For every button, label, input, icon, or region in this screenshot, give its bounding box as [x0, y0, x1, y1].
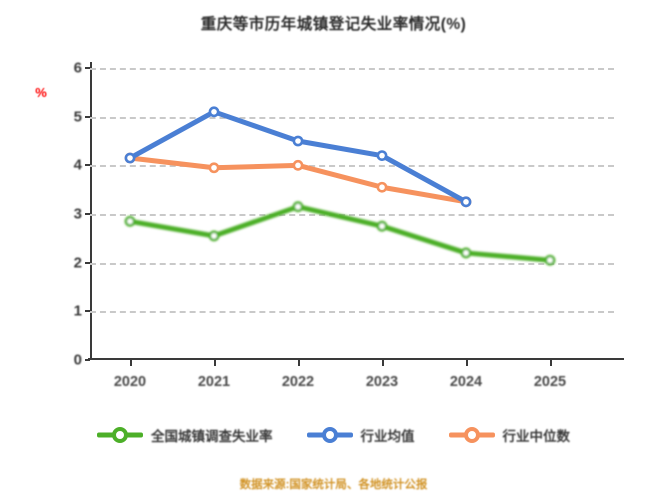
- data-point: [295, 162, 301, 169]
- x-tick-mark: [130, 360, 132, 366]
- data-point: [379, 184, 385, 191]
- series-line: [127, 204, 553, 263]
- gridline: [90, 311, 614, 314]
- y-tick-label: 1: [73, 302, 82, 320]
- legend-item-2[interactable]: 行业中位数: [448, 425, 571, 445]
- gridline: [90, 116, 614, 119]
- series-group: [124, 106, 556, 266]
- data-point: [379, 152, 385, 159]
- series-line: [127, 109, 469, 205]
- x-tick-label: 2024: [449, 374, 483, 390]
- chart-legend: 全国城镇调查失业率 行业均值 行业中位数: [0, 425, 667, 445]
- data-point: [463, 199, 469, 205]
- line-marker-icon: [448, 426, 495, 444]
- legend-label: 行业均值: [360, 429, 415, 444]
- x-tick-label: 2020: [113, 374, 147, 390]
- x-tick-mark: [298, 360, 300, 366]
- line-marker-icon: [306, 426, 353, 444]
- data-point: [211, 233, 217, 239]
- x-tick-mark: [550, 360, 552, 366]
- y-tick-label: 2: [73, 254, 82, 272]
- x-tick-mark: [382, 360, 384, 366]
- data-point: [379, 223, 385, 229]
- y-tick-label: 3: [73, 205, 82, 223]
- data-point: [211, 164, 217, 171]
- source-note: 数据来源:国家统计局、各地统计公报: [239, 479, 428, 491]
- data-point: [547, 257, 553, 264]
- line-marker-icon: [97, 426, 143, 444]
- plot-area: 0 1 2 3 4 5 6 2020 2021 2022 2023 2024 2025: [74, 60, 624, 390]
- gridline: [90, 68, 614, 70]
- y-tick-mark: [85, 261, 90, 264]
- x-tick-label: 2022: [281, 374, 315, 390]
- y-tick-label: 6: [73, 59, 82, 77]
- y-axis-unit-label: %: [35, 85, 47, 100]
- data-point: [463, 250, 469, 256]
- series-2: [124, 152, 472, 208]
- y-axis-line: [90, 62, 92, 360]
- gridline: [90, 262, 614, 265]
- data-point: [211, 109, 217, 115]
- y-tick-mark: [85, 67, 90, 69]
- y-tick-mark: [85, 359, 90, 361]
- legend-label: 行业中位数: [502, 429, 571, 444]
- series-0: [124, 201, 556, 266]
- y-tick-mark: [85, 310, 90, 313]
- y-tick-label: 0: [73, 351, 82, 369]
- x-tick-mark: [466, 360, 468, 366]
- y-tick-mark: [85, 164, 90, 167]
- series-1: [124, 106, 472, 208]
- data-point: [127, 218, 133, 225]
- x-tick-label: 2025: [533, 374, 567, 390]
- y-tick-label: 4: [73, 156, 82, 174]
- x-axis-line: [88, 358, 624, 360]
- y-tick-label: 5: [73, 108, 82, 126]
- data-point: [127, 155, 133, 161]
- chart-title: 重庆等市历年城镇登记失业率情况(%): [200, 16, 467, 33]
- gridline: [90, 214, 614, 216]
- legend-item-0[interactable]: 全国城镇调查失业率: [97, 425, 273, 445]
- data-point: [295, 138, 301, 144]
- x-tick-label: 2021: [197, 374, 231, 390]
- legend-label: 全国城镇调查失业率: [151, 429, 273, 444]
- y-tick-mark: [85, 213, 90, 215]
- gridline: [90, 165, 614, 168]
- data-point: [295, 203, 301, 210]
- x-tick-mark: [214, 360, 216, 366]
- y-tick-mark: [85, 115, 90, 118]
- legend-item-1[interactable]: 行业均值: [306, 425, 415, 445]
- x-tick-label: 2023: [365, 374, 399, 390]
